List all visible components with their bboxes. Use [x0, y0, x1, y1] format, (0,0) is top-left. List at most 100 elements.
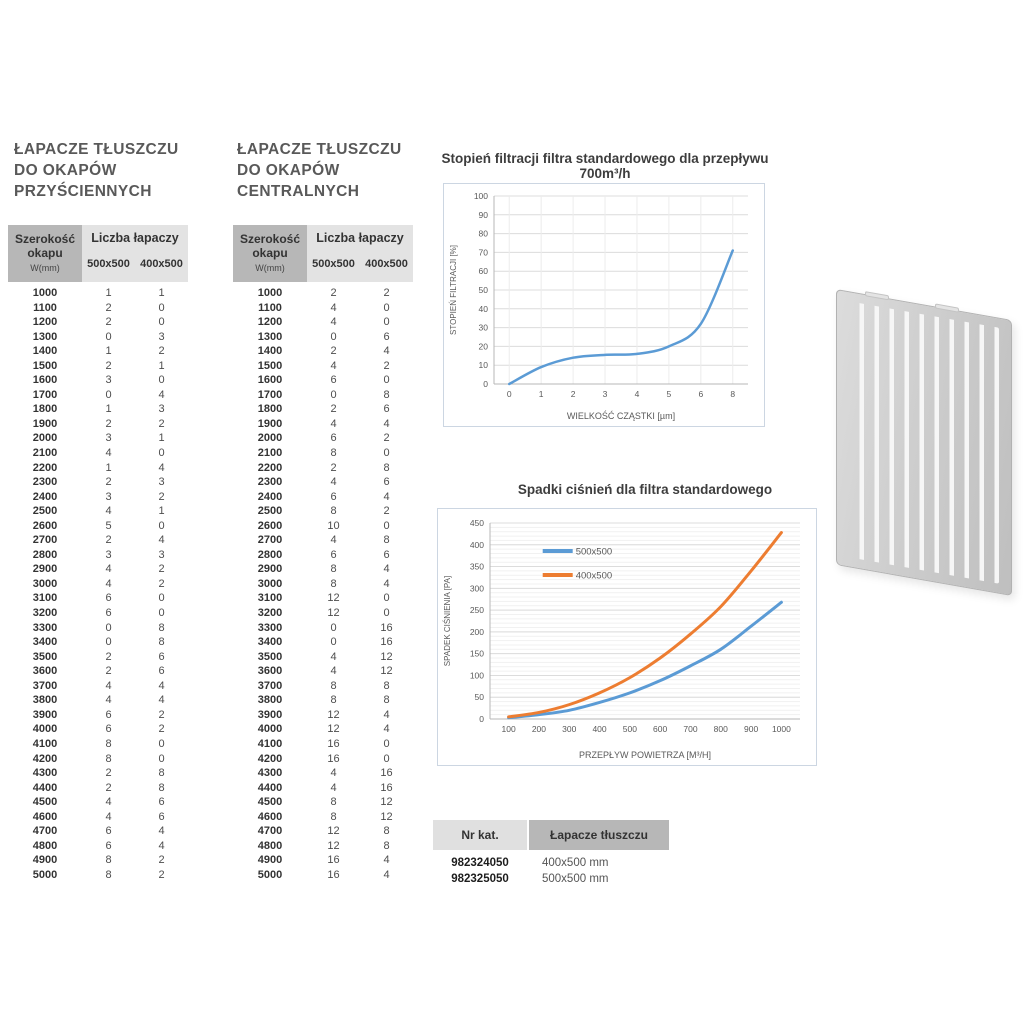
- table-row: 4400 2 8: [8, 781, 188, 796]
- cell: 4: [383, 723, 390, 736]
- cell: 4500: [257, 796, 283, 809]
- table-row: 3400 0 8: [8, 635, 188, 650]
- cell: 0: [158, 316, 165, 329]
- table-row: 982324050 400x500 mm: [433, 855, 669, 871]
- cell: 1700: [257, 388, 283, 401]
- table-row: 2200 1 4: [8, 461, 188, 476]
- cell: 2300: [257, 476, 283, 489]
- cell: 4: [330, 316, 337, 329]
- cell: 2: [383, 287, 390, 299]
- table-row: 1900 4 4: [233, 417, 413, 432]
- cell: 3: [105, 374, 112, 387]
- table-row: 4000 6 2: [8, 722, 188, 737]
- pressure-chart-title: Spadki ciśnień dla filtra standardowego: [517, 482, 773, 497]
- cell: 3000: [32, 577, 58, 590]
- cell: 4: [383, 417, 390, 430]
- cell: 0: [330, 330, 337, 343]
- table-row: 2400 3 2: [8, 490, 188, 505]
- table-row: 4000 12 4: [233, 722, 413, 737]
- cell: 4: [105, 563, 112, 576]
- table-row: 2400 6 4: [233, 490, 413, 505]
- cell: 3300: [32, 621, 58, 634]
- cell: 0: [105, 621, 112, 634]
- y-tick-label: 90: [479, 210, 489, 220]
- table-row: 4200 8 0: [8, 752, 188, 767]
- cell: 3100: [32, 592, 58, 605]
- table-row: 4300 2 8: [8, 766, 188, 781]
- cell: 6: [330, 374, 337, 387]
- table-row: 4600 4 6: [8, 810, 188, 825]
- cell: 1900: [32, 417, 58, 430]
- x-tick-label: 300: [562, 724, 576, 734]
- header-width-label: Szerokość okapu: [14, 232, 76, 260]
- cell: 4: [330, 665, 337, 678]
- cell: 4: [158, 825, 165, 838]
- cell: 1: [158, 359, 165, 372]
- x-tick-label: 600: [653, 724, 667, 734]
- cell: 3200: [32, 607, 58, 620]
- cell: 4: [105, 796, 112, 809]
- cell: 4: [158, 534, 165, 547]
- cell: 2200: [32, 461, 58, 474]
- cell: 4: [330, 767, 337, 780]
- table-row: 3700 8 8: [233, 679, 413, 694]
- cell: 4800: [32, 839, 58, 852]
- cell: 16: [327, 737, 340, 750]
- table-row: 3100 6 0: [8, 591, 188, 606]
- table-row: 1500 4 2: [233, 359, 413, 374]
- filter-clip: [935, 303, 959, 313]
- cell: 2: [158, 854, 165, 867]
- cell: 8: [105, 737, 112, 750]
- cell: 12: [327, 723, 340, 736]
- x-tick-label: 0: [507, 389, 512, 399]
- table-row: 2500 8 2: [233, 504, 413, 519]
- y-tick-label: 10: [479, 360, 489, 370]
- cell: 3900: [32, 708, 58, 721]
- table-body: 1000 2 2 1100 4 0 1200 4 0 1300 0 6 1400 2 4 1500 4 2 1600…: [233, 286, 413, 882]
- cell: 0: [105, 388, 112, 401]
- cell: 3800: [32, 694, 58, 707]
- cell: 6: [105, 825, 112, 838]
- cell: 2: [383, 505, 390, 518]
- cell: 2: [105, 650, 112, 663]
- table-row: 5000 8 2: [8, 868, 188, 883]
- table-row: 2200 2 8: [233, 461, 413, 476]
- cell: 0: [383, 607, 390, 620]
- cell: 4: [383, 490, 390, 503]
- table-row: 1600 6 0: [233, 373, 413, 388]
- cell: 4: [383, 563, 390, 576]
- cell: 4000: [32, 723, 58, 736]
- cell: 3400: [32, 636, 58, 649]
- cell: 3500: [257, 650, 283, 663]
- cell: 12: [327, 592, 340, 605]
- cell: 12: [327, 708, 340, 721]
- cell: 3200: [257, 607, 283, 620]
- table-row: 2700 4 8: [233, 533, 413, 548]
- series-400x500: [507, 531, 783, 719]
- cell: 2: [158, 868, 165, 881]
- table-row: 1500 2 1: [8, 359, 188, 374]
- cell: 3300: [257, 621, 283, 634]
- cell: 6: [383, 403, 390, 416]
- cell: 16: [380, 636, 393, 649]
- table-row: 3800 8 8: [233, 693, 413, 708]
- cell: 0: [105, 330, 112, 343]
- cell: 6: [330, 490, 337, 503]
- cell: 4400: [32, 781, 58, 794]
- cell: 0: [383, 374, 390, 387]
- cell: 4: [105, 447, 112, 460]
- cell: 4: [158, 461, 165, 474]
- y-tick-label: 350: [470, 562, 484, 572]
- cell: 1: [158, 505, 165, 518]
- cell: 1600: [32, 374, 58, 387]
- cell: 8: [330, 694, 337, 707]
- cell: 3700: [257, 679, 283, 692]
- header-count-label: Liczba łapaczy: [91, 231, 179, 245]
- cell: 1100: [33, 301, 57, 314]
- cell: 2: [158, 708, 165, 721]
- table-row: 2100 8 0: [233, 446, 413, 461]
- cell: 1: [105, 345, 112, 358]
- cell: 2: [158, 723, 165, 736]
- central-hoods-table: Szerokość okapu W(mm) Liczba łapaczy 500…: [233, 225, 413, 882]
